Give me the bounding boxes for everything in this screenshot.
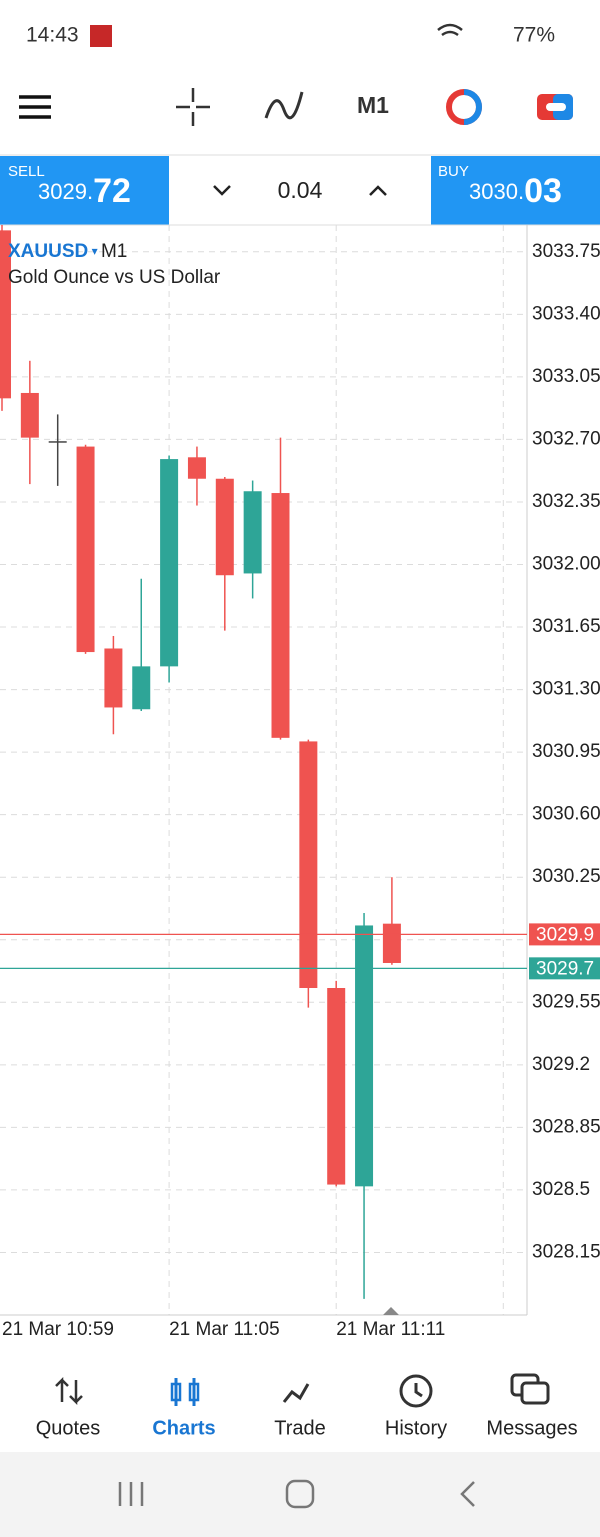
price-tag — [529, 923, 600, 946]
y-tick-label: 3031.65 — [532, 616, 600, 637]
crosshair-button[interactable] — [176, 88, 210, 126]
axis-labels: 3033.75 3033.40 3033.05 3032.70 3032.35 3032.… — [0, 241, 600, 1340]
candle-body — [327, 988, 346, 1185]
candle-body — [0, 230, 11, 399]
y-tick-label: 3030.95 — [532, 741, 600, 762]
volume-up[interactable] — [369, 185, 387, 196]
candle-body — [382, 923, 401, 963]
app-icon — [90, 25, 112, 47]
candle-body — [20, 392, 39, 438]
volume[interactable]: 0.04 — [278, 177, 323, 203]
candle-body — [355, 925, 374, 1187]
history-icon — [399, 1374, 433, 1408]
y-tick-label: 3029.55 — [532, 991, 600, 1012]
nav-item[interactable]: History — [385, 1417, 447, 1439]
x-tick-label: 21 Mar 10:59 — [2, 1319, 114, 1340]
nav-labels: Quotes Charts Trade History Messages — [36, 1417, 578, 1439]
trade-icon — [282, 1383, 310, 1403]
objects-button[interactable] — [446, 89, 482, 125]
clock: 14:43 — [26, 24, 79, 47]
x-tick-label: 21 Mar 11:11 — [336, 1319, 445, 1340]
candle-body — [215, 478, 234, 576]
nav-item[interactable]: Charts — [152, 1417, 215, 1439]
scroll-marker — [383, 1307, 399, 1315]
y-tick-label: 3029.2 — [532, 1054, 590, 1075]
trade-button[interactable] — [537, 94, 573, 120]
menu-button[interactable] — [19, 95, 51, 119]
nav-item[interactable]: Trade — [274, 1417, 326, 1439]
candle-body — [187, 457, 206, 479]
chart-header: XAUUSD ▾ M1 — [8, 241, 127, 262]
volume-down[interactable] — [213, 185, 231, 196]
nav-item[interactable]: Quotes — [36, 1417, 100, 1439]
battery: 77% — [513, 24, 555, 47]
grid — [0, 225, 527, 1315]
y-tick-label: 3030.25 — [532, 866, 600, 887]
y-tick-label: 3033.05 — [532, 366, 600, 387]
sell-price: 3029.72 — [38, 172, 131, 210]
indicators-button[interactable] — [264, 91, 304, 120]
recents-button[interactable] — [118, 1482, 144, 1506]
timeframe-button[interactable]: M1 — [357, 92, 389, 118]
candle-body — [160, 459, 179, 667]
y-tick-label: 3031.30 — [532, 679, 600, 700]
nav-item[interactable]: Messages — [486, 1417, 577, 1439]
quotes-icon — [55, 1376, 83, 1406]
price-tag-label: 3029.7 — [536, 958, 594, 979]
price-tag-label: 3029.9 — [536, 924, 594, 945]
y-tick-label: 3033.75 — [532, 241, 600, 262]
buy-label: BUY — [438, 163, 469, 180]
candle-body — [48, 441, 67, 443]
y-tick-label: 3032.35 — [532, 491, 600, 512]
wifi-icon — [437, 23, 463, 37]
price-tag — [529, 957, 600, 980]
y-tick-label: 3030.60 — [532, 804, 600, 825]
candle-body — [271, 493, 290, 738]
candle-body — [299, 741, 318, 988]
buy-button[interactable]: BUY 3030.03 — [431, 156, 600, 225]
y-tick-label: 3028.85 — [532, 1116, 600, 1137]
candle-body — [76, 446, 95, 653]
back-button[interactable] — [460, 1481, 475, 1507]
charts-icon — [170, 1382, 182, 1402]
y-tick-label: 3028.5 — [532, 1179, 590, 1200]
candle-body — [243, 491, 262, 574]
chart-subtitle: Gold Ounce vs US Dollar — [8, 267, 221, 288]
candles — [0, 225, 401, 1299]
messages-icon — [510, 1373, 550, 1405]
sell-label: SELL — [8, 163, 45, 180]
y-tick-label: 3028.15 — [532, 1241, 600, 1262]
x-tick-label: 21 Mar 11:05 — [169, 1319, 280, 1340]
system-nav — [0, 1452, 600, 1537]
candle-body — [104, 648, 123, 708]
home-button[interactable] — [285, 1479, 315, 1509]
candle-body — [132, 666, 151, 710]
y-tick-label: 3032.00 — [532, 554, 600, 575]
y-tick-label: 3032.70 — [532, 428, 600, 449]
buy-price: 3030.03 — [469, 172, 562, 210]
sell-button[interactable]: SELL 3029.72 — [0, 156, 169, 225]
y-tick-label: 3033.40 — [532, 303, 600, 324]
